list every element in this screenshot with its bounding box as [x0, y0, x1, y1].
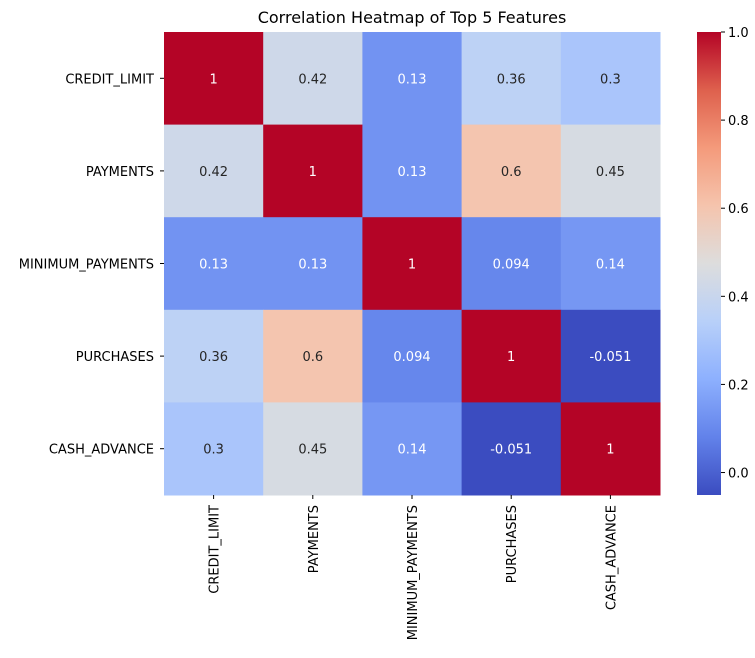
- cell-value-label-0-4: 0.3: [600, 72, 621, 87]
- heatmap-cell-3-3: [461, 309, 562, 403]
- cell-value-label-4-1: 0.45: [298, 443, 327, 458]
- heatmap-cell-1-2: [362, 124, 463, 218]
- row-labels: CREDIT_LIMIT PAYMENTS MINIMUM_PAYMENTS PURC…: [19, 72, 164, 458]
- heatmap-cell-0-1: [263, 32, 363, 126]
- cell-value-label-4-2: 0.14: [398, 443, 427, 458]
- column-label-2: MINIMUM_PAYMENTS: [406, 505, 421, 640]
- cell-value-label-2-4: 0.14: [596, 258, 625, 273]
- cell-value-label-2-0: 0.13: [199, 258, 228, 273]
- heatmap-cell-4-4: [560, 402, 661, 496]
- heatmap-cell-1-0: [164, 124, 264, 218]
- cell-value-label-3-3: 1: [507, 350, 515, 365]
- heatmap-cell-1-3: [461, 124, 562, 218]
- heatmap-cell-4-0: [164, 402, 264, 496]
- cell-value-label-4-0: 0.3: [203, 443, 224, 458]
- heatmap-cell-2-1: [263, 217, 363, 311]
- heatmap-cell-2-2: [362, 217, 463, 311]
- colorbar-tick-label-2: 0.4: [728, 290, 749, 305]
- heatmap-cell-1-4: [560, 124, 661, 218]
- cell-value-label-3-4: -0.051: [589, 350, 631, 365]
- cell-value-label-1-0: 0.42: [199, 165, 228, 180]
- column-label-1: PAYMENTS: [307, 505, 322, 573]
- cell-value-label-0-0: 1: [209, 72, 217, 87]
- colorbar-gradient: [697, 32, 721, 495]
- heatmap-cells: 1 0.42 0.13 0.36 0.3 0.42 1 0.13 0.6 0.45 0.13 0.13…: [164, 32, 661, 496]
- cell-value-label-1-4: 0.45: [596, 165, 625, 180]
- column-label-3: PURCHASES: [505, 505, 520, 583]
- cell-value-label-3-1: 0.6: [302, 350, 323, 365]
- colorbar-tick-label-4: 0.8: [728, 114, 749, 129]
- heatmap-cell-0-3: [461, 32, 562, 126]
- row-label-3: PURCHASES: [76, 350, 154, 365]
- heatmap-cell-4-1: [263, 402, 363, 496]
- chart-title: Correlation Heatmap of Top 5 Features: [258, 8, 567, 27]
- heatmap-cell-3-0: [164, 309, 264, 403]
- heatmap-cell-2-4: [560, 217, 661, 311]
- cell-value-label-0-2: 0.13: [398, 72, 427, 87]
- column-label-4: CASH_ADVANCE: [604, 505, 619, 610]
- row-label-0: CREDIT_LIMIT: [65, 72, 154, 87]
- cell-value-label-2-2: 1: [408, 258, 416, 273]
- heatmap-cell-4-3: [461, 402, 562, 496]
- heatmap-cell-0-2: [362, 32, 463, 126]
- heatmap-cell-4-2: [362, 402, 463, 496]
- colorbar: 0.0 0.2 0.4 0.6 0.8 1.0: [697, 26, 749, 495]
- heatmap-cell-1-1: [263, 124, 363, 218]
- cell-value-label-0-1: 0.42: [298, 72, 327, 87]
- heatmap-cell-3-2: [362, 309, 463, 403]
- cell-value-label-2-3: 0.094: [493, 258, 530, 273]
- colorbar-tick-label-3: 0.6: [728, 202, 749, 217]
- heatmap-cell-2-3: [461, 217, 562, 311]
- column-label-0: CREDIT_LIMIT: [208, 505, 223, 594]
- heatmap-cell-0-0: [164, 32, 264, 126]
- colorbar-tick-label-0: 0.0: [728, 467, 749, 482]
- colorbar-tick-label-5: 1.0: [728, 26, 749, 41]
- cell-value-label-3-2: 0.094: [393, 350, 430, 365]
- heatmap-cell-3-1: [263, 309, 363, 403]
- row-label-4: CASH_ADVANCE: [49, 443, 154, 458]
- cell-value-label-1-2: 0.13: [398, 165, 427, 180]
- column-labels: CREDIT_LIMIT PAYMENTS MINIMUM_PAYMENTS PURC…: [208, 495, 619, 640]
- cell-value-label-3-0: 0.36: [199, 350, 228, 365]
- cell-value-label-2-1: 0.13: [298, 258, 327, 273]
- cell-value-label-1-1: 1: [309, 165, 317, 180]
- cell-value-label-4-4: 1: [606, 443, 614, 458]
- colorbar-tick-label-1: 0.2: [728, 378, 749, 393]
- row-label-2: MINIMUM_PAYMENTS: [19, 258, 154, 273]
- cell-value-label-4-3: -0.051: [490, 443, 532, 458]
- row-label-1: PAYMENTS: [86, 165, 154, 180]
- cell-value-label-0-3: 0.36: [497, 72, 526, 87]
- heatmap-cell-3-4: [560, 309, 661, 403]
- cell-value-label-1-3: 0.6: [501, 165, 522, 180]
- heatmap-cell-2-0: [164, 217, 264, 311]
- heatmap-cell-0-4: [560, 32, 661, 126]
